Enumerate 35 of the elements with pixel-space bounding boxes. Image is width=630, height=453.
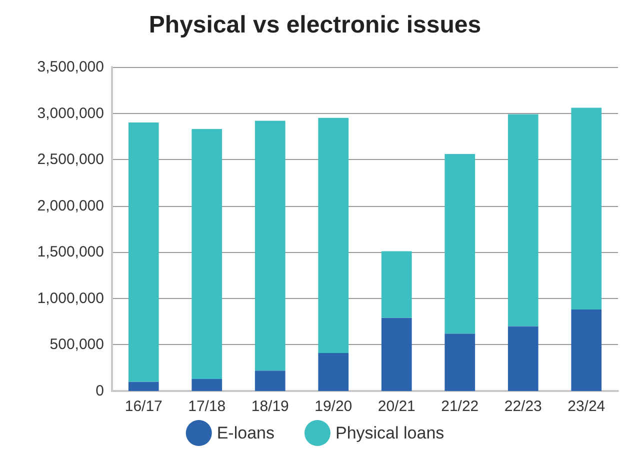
y-tick-label: 3,000,000: [37, 104, 104, 122]
y-tick-label: 2,000,000: [37, 197, 104, 214]
bar: [128, 382, 159, 391]
x-tick-label: 17/18: [188, 398, 226, 415]
legend-label: E-loans: [216, 424, 274, 442]
bar: [318, 353, 349, 391]
bar: [128, 122, 159, 382]
y-tick-label: 1,500,000: [37, 244, 104, 261]
x-tick-label: 20/21: [378, 398, 416, 415]
bar: [444, 334, 476, 391]
x-tick-label: 18/19: [251, 398, 289, 415]
bar: [192, 378, 222, 391]
y-tick-label: 1,000,000: [37, 290, 104, 307]
bar: [571, 310, 602, 391]
bar: [254, 370, 286, 391]
x-tick-label: 19/20: [314, 398, 352, 415]
bar: [571, 108, 602, 310]
bar: [192, 129, 222, 379]
bar: [381, 318, 412, 391]
y-tick-label: 2,500,000: [37, 151, 104, 168]
bar: [508, 114, 538, 326]
x-tick-label: 22/23: [504, 398, 542, 415]
y-tick-label: 500,000: [50, 336, 104, 354]
x-tick-label: 16/17: [124, 398, 162, 415]
y-tick-label: 0: [96, 382, 104, 400]
y-tick-label: 3,500,000: [37, 58, 104, 76]
bar: [381, 251, 412, 318]
x-tick-label: 23/24: [568, 398, 606, 415]
bar: [508, 326, 538, 391]
legend-label: Physical loans: [335, 424, 444, 442]
chart-title: Physical vs electronic issues: [148, 12, 482, 38]
bar: [254, 120, 286, 371]
bar: [318, 118, 349, 354]
x-tick-label: 21/22: [441, 398, 479, 415]
bar: [444, 154, 476, 334]
